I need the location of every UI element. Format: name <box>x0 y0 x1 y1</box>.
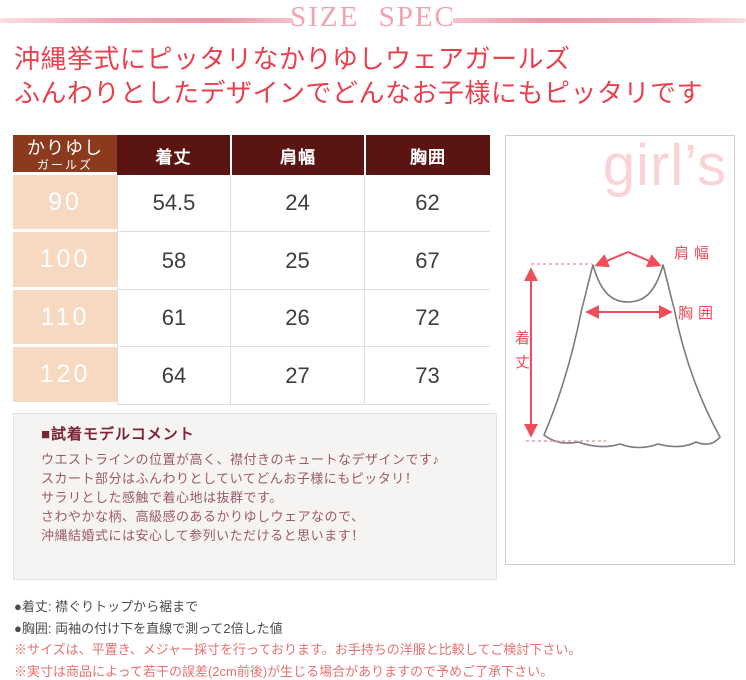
headline: 沖縄挙式にピッタリなかりゆしウェアガールズ ふんわりとしたデザインでどんなお子様… <box>14 42 703 110</box>
comment-line-3: サラリとした感触で着心地は抜群です。 <box>41 490 283 505</box>
table-corner-header: かりゆし ガールズ <box>13 135 117 175</box>
row-size-90: 90 <box>13 175 117 232</box>
row-size-100: 100 <box>13 232 117 290</box>
column-header-shoulder: 肩幅 <box>230 135 364 175</box>
comment-line-5: 沖縄結婚式には安心して参列いただけると思います！ <box>41 528 365 543</box>
cell-100-chest: 67 <box>364 232 490 290</box>
cell-120-shoulder: 27 <box>230 347 364 405</box>
dress-diagram-icon <box>524 251 721 449</box>
measurement-diagram-panel: girl’s 肩幅 胸囲 着丈 <box>505 133 735 565</box>
corner-label-top: かりゆし <box>27 138 103 158</box>
girls-watermark: girl’s <box>602 133 727 198</box>
note-caution-sizing: ※サイズは、平置き、メジャー採寸を行っております。お手持ちの洋服と比較してご検討… <box>14 642 582 657</box>
comment-line-4: さわやかな柄、高級感のあるかりゆしウェアなので、 <box>41 509 365 524</box>
diagram-label-length: 着丈 <box>513 330 530 378</box>
page-title: SIZE SPEC <box>290 1 456 33</box>
note-caution-tolerance: ※実寸は商品によって若干の誤差(2cm前後)が生じる場合がありますので予めご了承… <box>14 663 554 679</box>
measurement-notes: ●着丈: 襟ぐりトップから裾まで ●胸囲: 両袖の付け下を直線で測って2倍した値… <box>14 596 581 680</box>
comment-line-1: ウエストラインの位置が高く、襟付きのキュートなデザインです♪ <box>41 452 440 467</box>
model-comment-body: ウエストラインの位置が高く、襟付きのキュートなデザインです♪ スカート部分はふん… <box>41 450 440 545</box>
corner-label-bottom: ガールズ <box>36 158 93 172</box>
size-table: かりゆし ガールズ 着丈 肩幅 胸囲 90 54.5 24 62 100 58 … <box>13 135 490 405</box>
model-comment-heading: ■試着モデルコメント <box>41 426 195 443</box>
cell-110-chest: 72 <box>364 290 490 347</box>
row-size-120: 120 <box>13 347 117 405</box>
title-divider-left <box>0 18 293 23</box>
column-header-length: 着丈 <box>117 135 230 175</box>
comment-line-2: スカート部分はふんわりとしていてどんお子様にもピッタリ！ <box>41 471 419 486</box>
model-comment-box: ■試着モデルコメント ウエストラインの位置が高く、襟付きのキュートなデザインです… <box>13 413 497 580</box>
cell-90-length: 54.5 <box>117 175 230 232</box>
cell-120-length: 64 <box>117 347 230 405</box>
column-header-chest: 胸囲 <box>364 135 490 175</box>
diagram-label-shoulder: 肩幅 <box>674 245 715 262</box>
cell-120-chest: 73 <box>364 347 490 405</box>
cell-110-length: 61 <box>117 290 230 347</box>
diagram-label-chest: 胸囲 <box>678 305 719 322</box>
cell-90-chest: 62 <box>364 175 490 232</box>
cell-100-shoulder: 25 <box>230 232 364 290</box>
cell-100-length: 58 <box>117 232 230 290</box>
note-chest-definition: ●胸囲: 両袖の付け下を直線で測って2倍した値 <box>14 620 283 636</box>
title-divider-right <box>453 18 746 23</box>
cell-110-shoulder: 26 <box>230 290 364 347</box>
headline-line-1: 沖縄挙式にピッタリなかりゆしウェアガールズ <box>14 44 571 74</box>
row-size-110: 110 <box>13 290 117 347</box>
note-length-definition: ●着丈: 襟ぐりトップから裾まで <box>14 599 199 614</box>
headline-line-2: ふんわりとしたデザインでどんなお子様にもピッタリです <box>14 78 704 108</box>
cell-90-shoulder: 24 <box>230 175 364 232</box>
